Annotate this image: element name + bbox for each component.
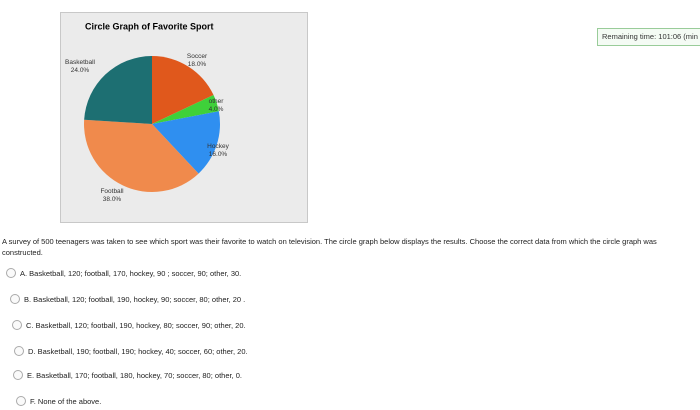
slice-value-label: 16.0% xyxy=(209,151,228,158)
slice-value-label: 18.0% xyxy=(188,61,207,68)
slice-label: Soccer xyxy=(187,53,208,60)
radio-button[interactable] xyxy=(10,294,20,304)
answer-option[interactable]: C. Basketball, 120; football, 190, hocke… xyxy=(12,320,246,330)
pie-slice xyxy=(84,56,152,124)
option-text: A. Basketball, 120; football, 170, hocke… xyxy=(20,268,242,278)
answer-option[interactable]: A. Basketball, 120; football, 170, hocke… xyxy=(6,268,241,278)
answer-option[interactable]: F. None of the above. xyxy=(16,396,101,406)
slice-label: Hockey xyxy=(207,143,229,150)
slice-label: Basketball xyxy=(65,59,96,66)
chart-title: Circle Graph of Favorite Sport xyxy=(85,21,214,31)
pie-slice xyxy=(152,111,220,174)
answer-option[interactable]: B. Basketball, 120; football, 190, hocke… xyxy=(10,294,245,304)
slice-value-label: 38.0% xyxy=(103,196,122,203)
pie-slice xyxy=(152,95,219,124)
answer-option[interactable]: E. Basketball, 170; football, 180, hocke… xyxy=(13,370,242,380)
radio-button[interactable] xyxy=(16,396,26,406)
chart: Circle Graph of Favorite Sport Soccer18.… xyxy=(60,12,308,223)
answer-option[interactable]: D. Basketball, 190; football, 190; hocke… xyxy=(14,346,248,356)
option-text: E. Basketball, 170; football, 180, hocke… xyxy=(27,370,242,380)
slice-label: other xyxy=(209,98,225,105)
timer: Remaining time: 101:06 (min xyxy=(597,28,700,46)
radio-button[interactable] xyxy=(14,346,24,356)
option-text: D. Basketball, 190; football, 190; hocke… xyxy=(28,346,248,356)
pie-slice xyxy=(152,56,214,124)
slice-label: Football xyxy=(100,188,124,195)
option-text: C. Basketball, 120; football, 190, hocke… xyxy=(26,320,246,330)
slice-value-label: 24.0% xyxy=(71,67,90,74)
question: A survey of 500 teenagers was taken to s… xyxy=(2,237,657,257)
radio-button[interactable] xyxy=(13,370,23,380)
option-text: B. Basketball, 120; football, 190, hocke… xyxy=(24,294,246,304)
radio-button[interactable] xyxy=(6,268,16,278)
radio-button[interactable] xyxy=(12,320,22,330)
option-text: F. None of the above. xyxy=(30,396,102,406)
pie-slice xyxy=(84,119,199,193)
slice-value-label: 4.0% xyxy=(209,106,224,113)
